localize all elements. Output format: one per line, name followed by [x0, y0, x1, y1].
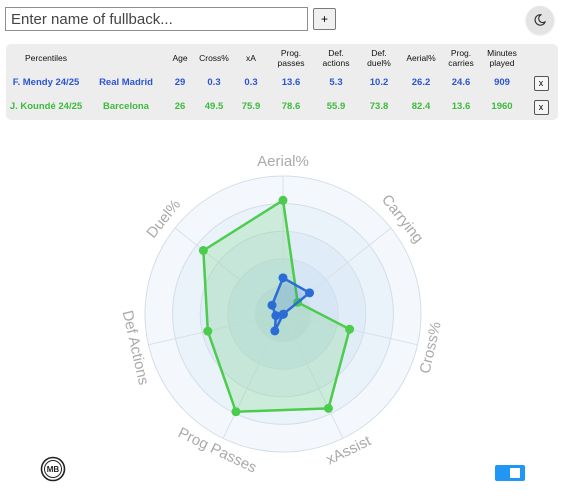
header-age: Age	[172, 52, 188, 63]
def-duel-cell: 10.2	[369, 77, 389, 88]
data-point	[278, 309, 288, 319]
prog-passes-cell: 13.6	[281, 77, 301, 88]
toggle-switch[interactable]	[495, 465, 525, 481]
player-name: J. Koundé 24/25	[9, 101, 83, 112]
comparison-table: Percentiles Age Cross% xA Prog. passes D…	[6, 44, 558, 119]
header-def-duel: Def. duel%	[367, 47, 391, 68]
table-row: F. Mendy 24/25 Real Madrid 29 0.3 0.3 13…	[6, 71, 558, 95]
data-point	[305, 288, 315, 298]
data-point	[323, 403, 333, 413]
data-point	[231, 407, 241, 417]
remove-cell: x	[524, 71, 558, 95]
header-prog-carries: Prog. carries	[448, 47, 474, 68]
def-duel-cell: 73.8	[369, 101, 389, 112]
series-polygon	[202, 199, 351, 413]
data-point	[203, 326, 213, 336]
data-point	[278, 273, 288, 283]
remove-cell: x	[524, 95, 558, 119]
header-minutes-played: Minutes played	[487, 47, 517, 68]
minutes-cell: 909	[494, 77, 510, 88]
radar-spoke	[282, 313, 344, 439]
table-row: J. Koundé 24/25 Barcelona 26 49.5 75.9 7…	[6, 95, 558, 119]
logo-text: MB	[47, 465, 60, 474]
cross-cell: 0.3	[207, 77, 221, 88]
add-button[interactable]: +	[313, 8, 336, 30]
aerial-cell: 26.2	[411, 77, 431, 88]
data-point	[271, 311, 281, 321]
data-point	[267, 300, 277, 310]
table-header-row: Percentiles Age Cross% xA Prog. passes D…	[6, 44, 558, 71]
def-actions-cell: 55.9	[326, 101, 346, 112]
prog-carries-cell: 13.6	[451, 101, 471, 112]
def-actions-cell: 5.3	[329, 77, 343, 88]
prog-carries-cell: 24.6	[451, 77, 471, 88]
comparison-table-panel: Percentiles Age Cross% xA Prog. passes D…	[6, 44, 558, 120]
remove-player-button[interactable]: x	[533, 75, 549, 91]
theme-toggle-button[interactable]	[526, 6, 554, 34]
mb-logo: MB	[40, 456, 66, 482]
header-aerial: Aerial%	[406, 52, 436, 63]
xa-cell: 0.3	[244, 77, 258, 88]
age-cell: 29	[174, 77, 186, 88]
header-cross: Cross%	[199, 52, 229, 63]
data-point	[270, 326, 280, 336]
aerial-cell: 82.4	[411, 101, 431, 112]
minutes-cell: 1960	[491, 101, 513, 112]
header-percentiles: Percentiles	[24, 52, 68, 63]
xa-cell: 75.9	[241, 101, 261, 112]
player-name: F. Mendy 24/25	[12, 77, 80, 88]
search-input[interactable]	[5, 7, 308, 31]
header-prog-passes: Prog. passes	[277, 47, 305, 68]
data-point	[198, 246, 208, 256]
toggle-knob	[510, 468, 520, 478]
moon-icon	[534, 14, 546, 26]
team-name: Barcelona	[103, 101, 149, 112]
axis-label: Cross%	[417, 320, 445, 375]
data-point	[345, 324, 355, 334]
remove-player-button[interactable]: x	[533, 99, 549, 115]
prog-passes-cell: 78.6	[281, 101, 301, 112]
age-cell: 26	[174, 101, 186, 112]
header-xa: xA	[246, 52, 256, 63]
data-point	[278, 195, 288, 205]
cross-cell: 49.5	[204, 101, 224, 112]
radar-spoke	[148, 313, 284, 346]
team-name: Real Madrid	[99, 77, 153, 88]
header-def-actions: Def. actions	[322, 47, 350, 68]
radar-spoke	[174, 227, 284, 315]
axis-label: Aerial%	[257, 153, 309, 170]
